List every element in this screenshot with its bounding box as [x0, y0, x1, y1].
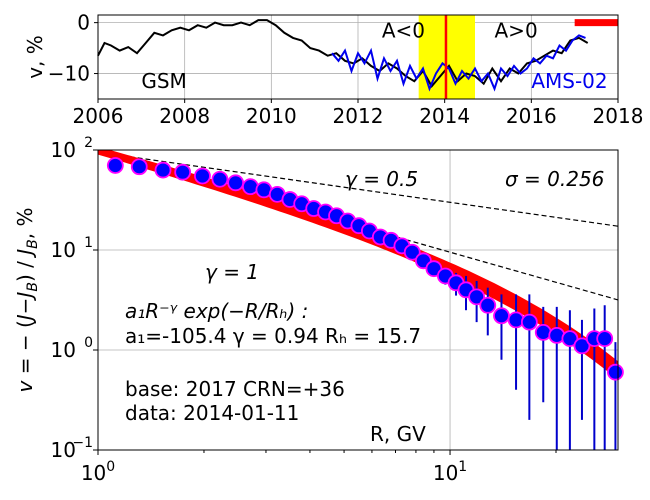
bottom-ytick-exponent: 0: [84, 335, 93, 351]
data-point: [211, 170, 229, 188]
data-point: [468, 288, 486, 306]
top-xticks: 2006 2008 2010 2012 2014 2016 2018: [73, 99, 644, 128]
fit-formula-label: a₁R⁻ᵞ exp(−R/Rₕ) :: [125, 299, 308, 323]
data-point: [227, 174, 245, 192]
data-point: [493, 307, 510, 325]
data-point: [130, 158, 148, 176]
bottom-ytick-exponent: 2: [84, 135, 93, 151]
bottom-plot-frame: [97, 149, 619, 451]
bottom-ytick-exponent: −1: [72, 435, 93, 451]
top-xtick-label: 2016: [506, 104, 557, 128]
top-xtick-label: 2014: [419, 104, 470, 128]
sigma-label: σ = 0.256: [505, 167, 604, 191]
gamma-05-label: γ = 0.5: [345, 167, 418, 191]
data-point: [534, 323, 552, 341]
top-ytick-label: 0: [77, 11, 90, 35]
data-point: [573, 337, 591, 355]
data-point: [154, 161, 172, 179]
bottom-xticks: 100 101: [81, 450, 557, 485]
top-xtick-label: 2012: [333, 104, 384, 128]
bottom-ytick-label: 10: [51, 338, 76, 362]
top-ytick-label: −10: [48, 62, 90, 86]
data-points: [106, 157, 624, 381]
top-xtick-label: 2006: [73, 104, 124, 128]
ams02-series-line: [331, 34, 586, 92]
top-grid: [97, 15, 619, 99]
base-label: base: 2017 CRN=+36: [125, 377, 345, 401]
top-xtick-label: 2010: [246, 104, 297, 128]
top-xtick-label: 2018: [593, 104, 644, 128]
bottom-plot-area: [98, 150, 618, 450]
top-annotations: GSM AMS-02 A<0 A>0: [141, 18, 607, 93]
data-point: [106, 157, 124, 174]
bottom-ytick-exponent: 1: [84, 235, 93, 251]
top-ylabel: v, %: [23, 35, 47, 79]
data-point: [479, 296, 497, 314]
data-point: [174, 163, 192, 181]
top-xtick-label: 2008: [159, 104, 210, 128]
bottom-xlabel: R, GV: [370, 422, 426, 446]
annotation-a-0: A<0: [382, 18, 425, 42]
fit-params-label: a₁=-105.4 γ = 0.94 Rₕ = 15.7: [125, 324, 421, 348]
annotation-ams-02: AMS-02: [531, 69, 607, 93]
annotation-a-0: A>0: [495, 18, 538, 42]
data-date-label: data: 2014-01-11: [125, 401, 299, 425]
data-point: [242, 178, 259, 196]
data-point: [520, 313, 538, 331]
bottom-ytick-label: 10: [51, 438, 76, 462]
gamma-1-label: γ = 1: [205, 260, 259, 284]
annotation-gsm: GSM: [141, 69, 186, 93]
bottom-ylabel: v = − (J−JB) / JB, %: [13, 208, 41, 393]
bottom-xtick-label: 101: [433, 459, 467, 485]
top-yticks: 0 −10: [48, 11, 98, 86]
data-point: [403, 243, 421, 261]
data-point: [194, 167, 211, 185]
data-point: [607, 363, 624, 381]
bottom-ytick-label: 10: [51, 138, 76, 162]
top-series: [97, 19, 589, 92]
data-point: [561, 330, 579, 348]
bottom-xtick-label: 100: [81, 459, 115, 485]
data-point: [596, 330, 614, 348]
top-panel: GSM AMS-02 A<0 A>0 2006 2008 2010 2012 2014 2016…: [23, 11, 643, 128]
bottom-ytick-label: 10: [51, 238, 76, 262]
